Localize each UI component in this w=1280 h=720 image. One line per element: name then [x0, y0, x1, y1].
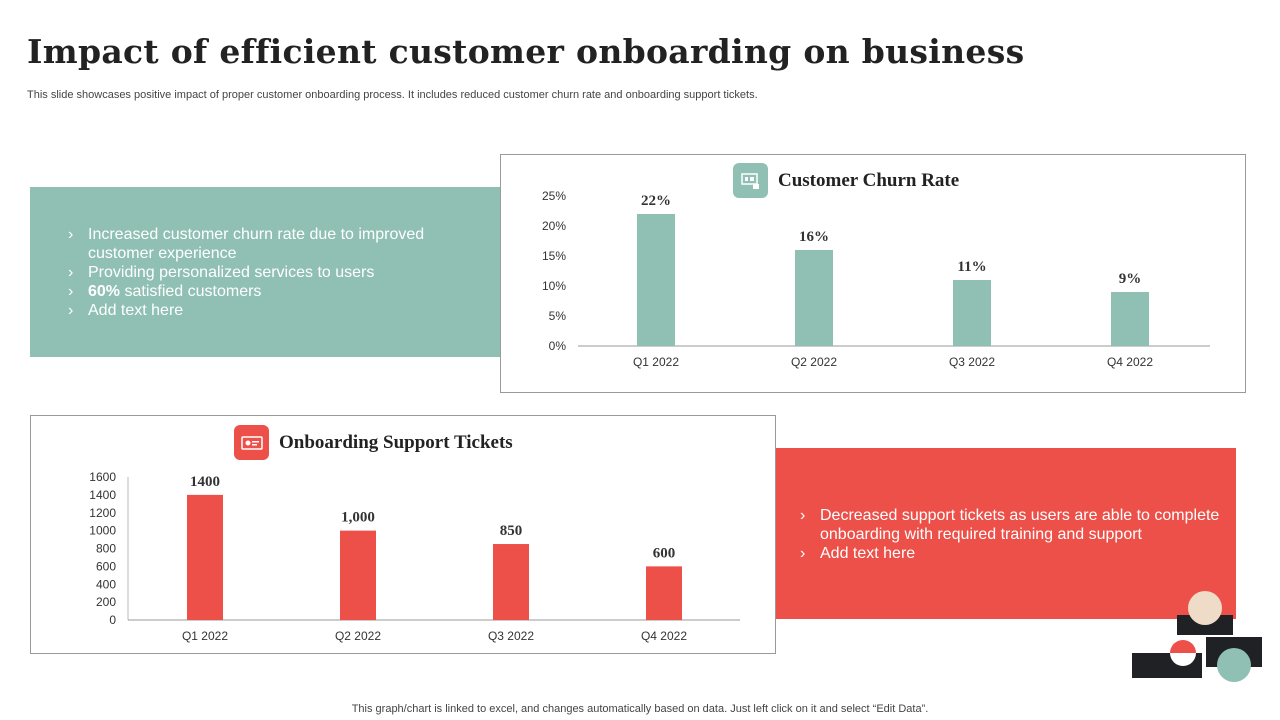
bar — [953, 280, 991, 346]
y-tick-label: 200 — [96, 595, 116, 609]
data-label: 9% — [1119, 271, 1142, 287]
chevron-right-icon: › — [68, 264, 74, 281]
y-tick-label: 0 — [109, 613, 116, 627]
data-label: 11% — [957, 259, 986, 275]
churn-insights-list: › Increased customer churn rate due to im… — [68, 225, 448, 320]
y-tick-label: 10% — [542, 279, 566, 293]
y-tick-label: 20% — [542, 219, 566, 233]
bar — [646, 566, 682, 620]
churn-insights-panel: › Increased customer churn rate due to im… — [30, 187, 502, 357]
y-tick-label: 1400 — [89, 488, 116, 502]
list-item: › Add text here — [68, 302, 184, 319]
list-item: › Providing personalized services to user… — [68, 264, 375, 281]
x-tick-label: Q4 2022 — [641, 629, 687, 643]
decorative-shapes — [1132, 591, 1262, 682]
ticket-icon — [234, 425, 269, 460]
bar — [493, 544, 529, 620]
x-tick-label: Q1 2022 — [182, 629, 228, 643]
churn-rate-chart[interactable]: Customer Churn Rate 0% 5% 10% 15% 20% 25% 22% Q… — [500, 154, 1246, 393]
x-tick-label: Q1 2022 — [633, 355, 679, 369]
tickets-chart-header: Onboarding Support Tickets — [234, 425, 513, 460]
data-label: 600 — [653, 545, 676, 561]
y-tick-label: 25% — [542, 189, 566, 203]
data-label: 850 — [500, 523, 523, 539]
decor-circle-teal — [1217, 648, 1251, 682]
data-label: 22% — [641, 193, 671, 209]
data-label: 1400 — [190, 474, 220, 490]
churn-chart-plot: 0% 5% 10% 15% 20% 25% 22% Q1 2022 16% Q2 2022 11% Q… — [542, 189, 1210, 369]
decor-half-circle-red — [1170, 640, 1196, 653]
data-label: 16% — [799, 229, 829, 245]
chart-board-icon — [733, 163, 768, 198]
y-tick-label: 800 — [96, 542, 116, 556]
x-tick-label: Q2 2022 — [791, 355, 837, 369]
list-item: › Decreased support tickets as users are … — [800, 507, 1220, 543]
x-tick-label: Q4 2022 — [1107, 355, 1153, 369]
list-item: › 60% satisfied customers — [68, 283, 262, 300]
y-tick-label: 5% — [549, 309, 567, 323]
footer-note: This graph/chart is linked to excel, and… — [351, 703, 929, 715]
y-tick-label: 600 — [96, 559, 116, 573]
bar — [1111, 292, 1149, 346]
support-tickets-chart[interactable]: Onboarding Support Tickets 0 200 400 600 800… — [30, 415, 776, 654]
y-tick-label: 0% — [549, 339, 567, 353]
list-item: › Add text here — [800, 545, 916, 562]
chevron-right-icon: › — [68, 226, 74, 243]
chart-title: Onboarding Support Tickets — [279, 431, 513, 453]
tickets-insights-list: › Decreased support tickets as users are … — [800, 506, 1220, 563]
tickets-chart-plot: 0 200 400 600 800 1000 1200 1400 1600 1400 Q1 2022… — [89, 470, 740, 643]
y-tick-label: 15% — [542, 249, 566, 263]
page-subtitle: This slide showcases positive impact of … — [27, 89, 758, 101]
list-item: › Increased customer churn rate due to im… — [68, 226, 425, 262]
decor-circle-beige — [1188, 591, 1222, 625]
x-tick-label: Q2 2022 — [335, 629, 381, 643]
churn-chart-header: Customer Churn Rate — [733, 163, 959, 198]
y-tick-label: 1200 — [89, 506, 116, 520]
tickets-insights-panel: › Decreased support tickets as users are … — [774, 448, 1236, 619]
x-tick-label: Q3 2022 — [949, 355, 995, 369]
bar — [637, 214, 675, 346]
decor-half-circle-white — [1170, 653, 1196, 666]
chevron-right-icon: › — [68, 302, 74, 319]
bar — [187, 494, 223, 620]
bar — [340, 530, 376, 620]
y-tick-label: 1600 — [89, 470, 116, 484]
page-title: Impact of efficient customer onboarding … — [27, 32, 1025, 71]
chart-title: Customer Churn Rate — [778, 169, 960, 191]
y-tick-label: 1000 — [89, 524, 116, 538]
chevron-right-icon: › — [800, 545, 806, 562]
chevron-right-icon: › — [68, 283, 74, 300]
data-label: 1,000 — [341, 510, 375, 526]
y-tick-label: 400 — [96, 577, 116, 591]
chevron-right-icon: › — [800, 507, 806, 524]
x-tick-label: Q3 2022 — [488, 629, 534, 643]
bar — [795, 250, 833, 346]
